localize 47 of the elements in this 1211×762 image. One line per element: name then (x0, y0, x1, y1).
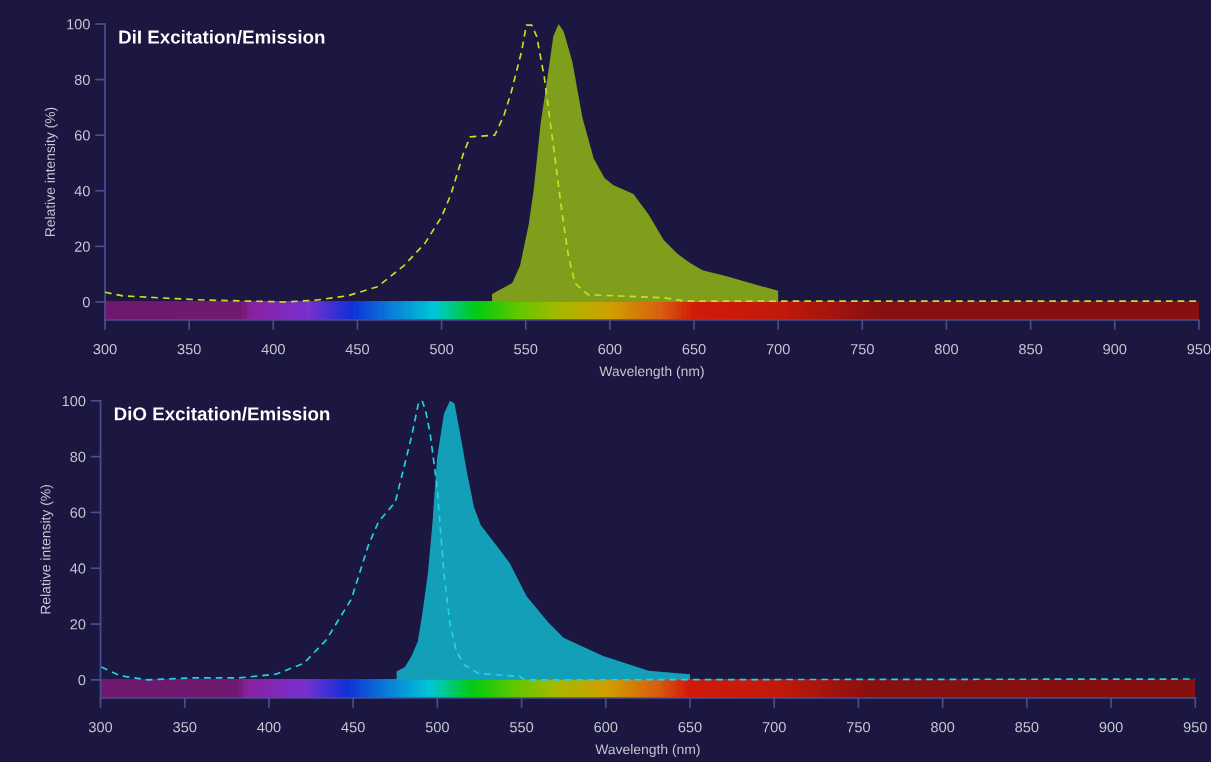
x-axis-title: Wavelength (nm) (599, 365, 704, 379)
x-tick-label: 750 (847, 721, 871, 733)
x-tick-label: 600 (598, 344, 622, 355)
y-tick-label: 80 (74, 74, 90, 86)
x-tick-label: 700 (762, 721, 786, 733)
x-tick-label: 800 (931, 721, 955, 733)
x-tick-label: 650 (682, 344, 706, 355)
x-tick-label: 350 (173, 721, 197, 733)
x-tick-label: 450 (341, 721, 365, 733)
y-tick-label: 100 (62, 395, 86, 407)
x-tick-label: 900 (1103, 344, 1127, 355)
x-axis-title: Wavelength (nm) (595, 744, 700, 757)
x-tick-label: 350 (177, 344, 201, 355)
y-tick-label: 0 (82, 297, 90, 308)
line-series (104, 24, 1199, 303)
x-tick-label: 400 (257, 721, 281, 733)
y-tick-label: 40 (70, 563, 86, 574)
y-tick-label: 40 (74, 185, 90, 197)
x-tick-label: 850 (1015, 721, 1039, 733)
x-tick-label: 300 (88, 721, 113, 733)
x-tick-label: 900 (1099, 721, 1123, 733)
y-tick-label: 80 (70, 451, 86, 463)
x-tick-label: 800 (934, 344, 959, 355)
y-axis-title: Relative intensity (%) (44, 107, 58, 237)
y-tick-label: 60 (70, 507, 86, 518)
x-tick-label: 650 (678, 721, 702, 733)
chart-title: DiO Excitation/Emission (114, 406, 330, 421)
x-tick-label: 950 (1187, 344, 1211, 355)
y-axis-title: Relative intensity (%) (40, 485, 54, 614)
x-tick-label: 500 (430, 344, 454, 355)
x-tick-label: 750 (850, 344, 874, 355)
y-tick-label: 0 (78, 674, 86, 686)
x-tick-label: 950 (1183, 721, 1207, 733)
x-tick-label: 500 (425, 721, 449, 733)
x-tick-label: 550 (514, 344, 538, 355)
y-tick-label: 100 (67, 19, 90, 30)
y-tick-label: 20 (74, 241, 90, 252)
x-tick-label: 450 (345, 344, 370, 355)
chart-title: DiI Excitation/Emission (119, 29, 325, 44)
y-tick-label: 60 (74, 130, 90, 141)
y-tick-label: 20 (70, 619, 86, 630)
x-tick-label: 300 (93, 344, 117, 355)
x-tick-label: 400 (261, 344, 285, 355)
x-tick-label: 600 (594, 721, 618, 733)
x-tick-label: 550 (509, 721, 534, 733)
x-tick-label: 700 (766, 344, 790, 355)
x-tick-label: 850 (1019, 344, 1043, 355)
